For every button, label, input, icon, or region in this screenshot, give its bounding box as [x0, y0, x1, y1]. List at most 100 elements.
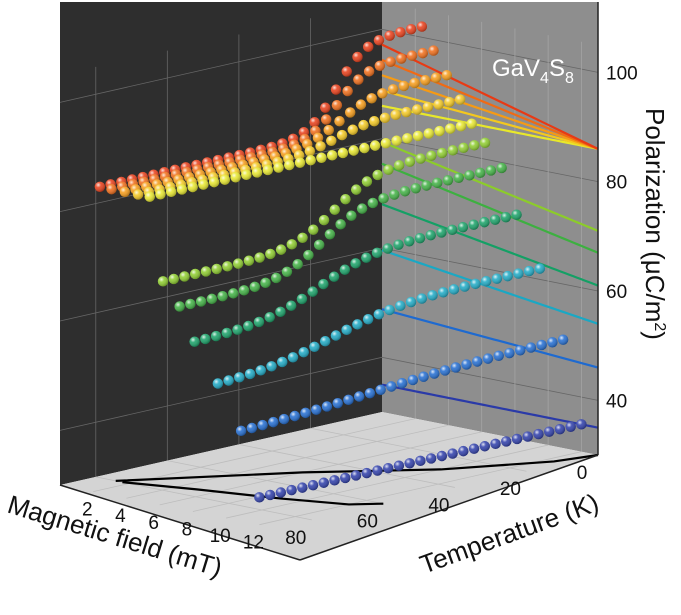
wall-trace [381, 308, 599, 369]
data-point-shade [468, 443, 480, 454]
data-point-shade [458, 142, 469, 154]
data-point-shade [393, 460, 405, 471]
data-point-shade [523, 265, 535, 277]
data-point-shade [273, 162, 284, 173]
data-point-shade [396, 377, 408, 389]
data-point-shade [329, 204, 340, 215]
data-point-shade [513, 268, 524, 279]
data-point-shade [387, 84, 399, 95]
data-point-shade [340, 193, 351, 205]
data-point-shade [253, 316, 265, 328]
data-point-shade [312, 132, 324, 144]
data-point-shade [326, 150, 338, 161]
wall-trace [381, 89, 599, 150]
data-point-shade [433, 99, 444, 110]
data-point-shade [353, 74, 364, 85]
data-point-shade [464, 170, 475, 181]
data-point-shade [522, 431, 533, 442]
data-point-shade [404, 236, 415, 247]
data-point-shade [348, 145, 359, 156]
axis-ticks: 0 20 40 60 80 2 4 6 8 10 12 40 60 80 100 [82, 63, 638, 553]
data-point-shade [212, 378, 224, 389]
data-point-shade [379, 112, 391, 124]
data-point-shade [323, 124, 334, 136]
series-9.5 [212, 263, 546, 389]
series-3.9 [119, 69, 452, 197]
data-point-shade [421, 180, 432, 191]
data-point-shade [504, 347, 515, 359]
x-tick-label: 60 [357, 512, 378, 533]
data-point-shade [415, 455, 426, 467]
data-point-shade [223, 375, 234, 386]
data-point-shade [436, 147, 448, 159]
data-point-shade [362, 313, 374, 325]
data-point-shade [364, 387, 376, 399]
wall-projection-lines [381, 43, 599, 429]
data-point-shade [414, 232, 426, 244]
data-point-shade [235, 425, 247, 437]
data-point-shade [511, 433, 523, 445]
data-point-shade [380, 137, 392, 149]
data-point-shade [168, 273, 179, 285]
data-point-shade [363, 66, 375, 77]
data-point-shade [334, 116, 345, 127]
data-point-shade [268, 416, 279, 428]
data-point-shade [427, 290, 438, 301]
data-point-shade [352, 319, 363, 330]
data-point-shade [363, 41, 374, 53]
grid-line [310, 427, 527, 472]
data-point-shade [429, 368, 440, 379]
data-point-shade [393, 160, 405, 171]
data-point-shade [401, 106, 412, 118]
data-point-shade [254, 252, 265, 263]
grid-line [59, 28, 599, 103]
data-point-shade [356, 203, 368, 214]
data-point-shade [337, 147, 349, 159]
data-point-shade [165, 186, 177, 198]
data-point-shade [491, 273, 503, 284]
data-point-shade [402, 133, 413, 144]
data-point-shade [336, 129, 348, 141]
data-point-shade [384, 304, 395, 316]
data-point-shade [313, 239, 325, 251]
z-axis-title: Polarization (μC/m2) [640, 108, 670, 340]
compound-label: GaV4S8 [492, 55, 574, 87]
data-point-shade [297, 232, 308, 243]
data-point-shade [230, 172, 241, 183]
data-point-shade [331, 100, 343, 111]
data-point-shade [448, 284, 460, 295]
data-point-shade [246, 422, 258, 434]
data-point-shade [425, 453, 437, 464]
data-point-shade [358, 119, 369, 131]
data-point-shade [533, 428, 544, 440]
data-point-shade [351, 184, 362, 195]
data-point-shade [423, 128, 434, 139]
data-point-shade [289, 410, 300, 422]
data-point-shade [155, 189, 166, 200]
grid-line [238, 444, 455, 488]
data-point-shade [436, 227, 447, 238]
data-point-shade [384, 30, 395, 41]
data-point-shade [309, 116, 320, 128]
data-point-shade [430, 72, 442, 83]
data-point-shade [318, 477, 329, 488]
data-point-shade [244, 368, 256, 380]
data-point-shade [479, 441, 490, 452]
wall-trace [381, 74, 599, 150]
data-point-shade [308, 224, 319, 235]
data-point-shade [345, 107, 356, 118]
data-point-shade [144, 191, 155, 202]
data-point-shade [366, 93, 377, 104]
data-point-shade [371, 247, 383, 259]
data-point-shade [461, 359, 472, 370]
y-tick-label: 4 [115, 506, 126, 527]
data-point-shade [453, 172, 464, 183]
x-tick-label: 80 [285, 528, 306, 549]
data-point-shade [565, 421, 576, 432]
data-point-shade [438, 287, 449, 298]
data-point-shade [372, 465, 383, 476]
data-point-shade [405, 24, 417, 35]
series-6.2 [157, 137, 491, 287]
data-point-shade [342, 85, 353, 97]
